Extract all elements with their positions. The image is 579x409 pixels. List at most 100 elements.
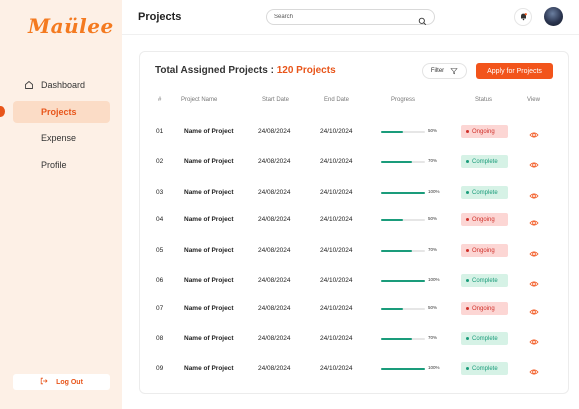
progress-fill <box>381 192 425 194</box>
logo-text: Maülee <box>28 14 114 38</box>
project-name: Name of Project <box>184 247 234 254</box>
filter-button[interactable]: Filter <box>422 63 467 79</box>
progress-label: 100% <box>428 277 440 282</box>
table-row[interactable]: 04 Name of Project 24/08/2024 24/10/2024 50%… <box>140 209 570 231</box>
status-badge: Complete <box>461 186 508 199</box>
view-eye-icon[interactable] <box>529 246 539 257</box>
table-row[interactable]: 07 Name of Project 24/08/2024 24/10/2024 50%… <box>140 298 570 320</box>
filter-label: Filter <box>430 68 445 74</box>
progress-fill <box>381 131 403 133</box>
table-row[interactable]: 08 Name of Project 24/08/2024 24/10/2024 70%… <box>140 328 570 350</box>
sidebar-item-expense[interactable]: Expense <box>13 127 110 149</box>
logout-button[interactable]: Log Out <box>13 374 110 390</box>
start-date: 24/08/2024 <box>258 247 291 254</box>
end-date: 24/10/2024 <box>320 335 353 342</box>
view-eye-icon[interactable] <box>529 304 539 315</box>
progress-bar <box>381 161 425 163</box>
projects-card: Total Assigned Projects : 120 Projects F… <box>139 51 569 394</box>
status-dot <box>466 279 469 282</box>
status-label: Ongoing <box>472 216 495 223</box>
page-title: Projects <box>138 11 182 23</box>
row-number: 07 <box>156 305 164 312</box>
header-divider <box>122 34 579 35</box>
progress-bar <box>381 192 425 194</box>
end-date: 24/10/2024 <box>320 247 353 254</box>
table-row[interactable]: 09 Name of Project 24/08/2024 24/10/2024 100… <box>140 358 570 380</box>
sidebar-item-label: Profile <box>41 160 67 170</box>
table-row[interactable]: 02 Name of Project 24/08/2024 24/10/2024 70%… <box>140 151 570 173</box>
status-badge: Ongoing <box>461 302 508 315</box>
project-name: Name of Project <box>184 365 234 372</box>
col-header-project-name: Project Name <box>181 97 218 103</box>
progress-label: 50% <box>428 216 438 221</box>
status-dot <box>466 249 469 252</box>
project-name: Name of Project <box>184 277 234 284</box>
progress-bar <box>381 280 425 282</box>
view-eye-icon[interactable] <box>529 215 539 226</box>
view-eye-icon[interactable] <box>529 127 539 138</box>
view-eye-icon[interactable] <box>529 188 539 199</box>
sidebar-item-profile[interactable]: Profile <box>13 154 110 176</box>
row-number: 05 <box>156 247 164 254</box>
sidebar-item-label: Projects <box>41 107 77 117</box>
avatar[interactable] <box>544 7 563 26</box>
project-count: 120 Projects <box>276 65 336 76</box>
sidebar-item-label: Dashboard <box>41 80 86 90</box>
status-dot <box>466 367 469 370</box>
table-row[interactable]: 05 Name of Project 24/08/2024 24/10/2024 70%… <box>140 240 570 262</box>
col-header-status: Status <box>475 97 493 103</box>
start-date: 24/08/2024 <box>258 189 291 196</box>
start-date: 24/08/2024 <box>258 158 291 165</box>
search-input[interactable] <box>274 14 418 20</box>
col-header-number: # <box>158 97 162 103</box>
apply-for-projects-button[interactable]: Apply for Projects <box>476 63 553 79</box>
card-title-prefix: Total Assigned Projects : <box>155 65 277 76</box>
sidebar-item-dashboard[interactable]: Dashboard <box>13 74 110 96</box>
notification-button[interactable] <box>514 8 532 26</box>
progress-label: 70% <box>428 158 438 163</box>
logout-icon <box>40 377 48 387</box>
status-label: Complete <box>472 365 498 372</box>
progress-bar <box>381 308 425 310</box>
col-header-start-date: Start Date <box>262 97 290 103</box>
status-label: Complete <box>472 189 498 196</box>
status-label: Ongoing <box>472 305 495 312</box>
progress-bar <box>381 338 425 340</box>
logo[interactable]: Maülee <box>28 14 113 44</box>
bell-icon <box>519 8 528 26</box>
view-eye-icon[interactable] <box>529 157 539 168</box>
status-label: Complete <box>472 335 498 342</box>
status-dot <box>466 130 469 133</box>
row-number: 03 <box>156 189 164 196</box>
start-date: 24/08/2024 <box>258 216 291 223</box>
view-eye-icon[interactable] <box>529 276 539 287</box>
search-bar[interactable] <box>266 9 435 25</box>
end-date: 24/10/2024 <box>320 158 353 165</box>
project-name: Name of Project <box>184 128 234 135</box>
table-row[interactable]: 06 Name of Project 24/08/2024 24/10/2024 100… <box>140 270 570 292</box>
row-number: 09 <box>156 365 164 372</box>
status-badge: Complete <box>461 155 508 168</box>
progress-fill <box>381 219 403 221</box>
col-header-view: View <box>527 97 540 103</box>
search-icon[interactable] <box>418 13 427 25</box>
table-row[interactable]: 03 Name of Project 24/08/2024 24/10/2024 100… <box>140 182 570 204</box>
progress-label: 50% <box>428 128 438 133</box>
status-badge: Ongoing <box>461 125 508 138</box>
progress-label: 70% <box>428 247 438 252</box>
end-date: 24/10/2024 <box>320 277 353 284</box>
sidebar-item-projects[interactable]: Projects <box>13 101 110 123</box>
status-badge: Complete <box>461 274 508 287</box>
view-eye-icon[interactable] <box>529 334 539 345</box>
status-badge: Ongoing <box>461 244 508 257</box>
view-eye-icon[interactable] <box>529 364 539 375</box>
start-date: 24/08/2024 <box>258 277 291 284</box>
status-dot <box>466 160 469 163</box>
status-label: Complete <box>472 158 498 165</box>
status-dot <box>466 307 469 310</box>
progress-label: 70% <box>428 335 438 340</box>
row-number: 01 <box>156 128 164 135</box>
status-badge: Ongoing <box>461 213 508 226</box>
progress-fill <box>381 250 412 252</box>
table-row[interactable]: 01 Name of Project 24/08/2024 24/10/2024 50%… <box>140 121 570 143</box>
